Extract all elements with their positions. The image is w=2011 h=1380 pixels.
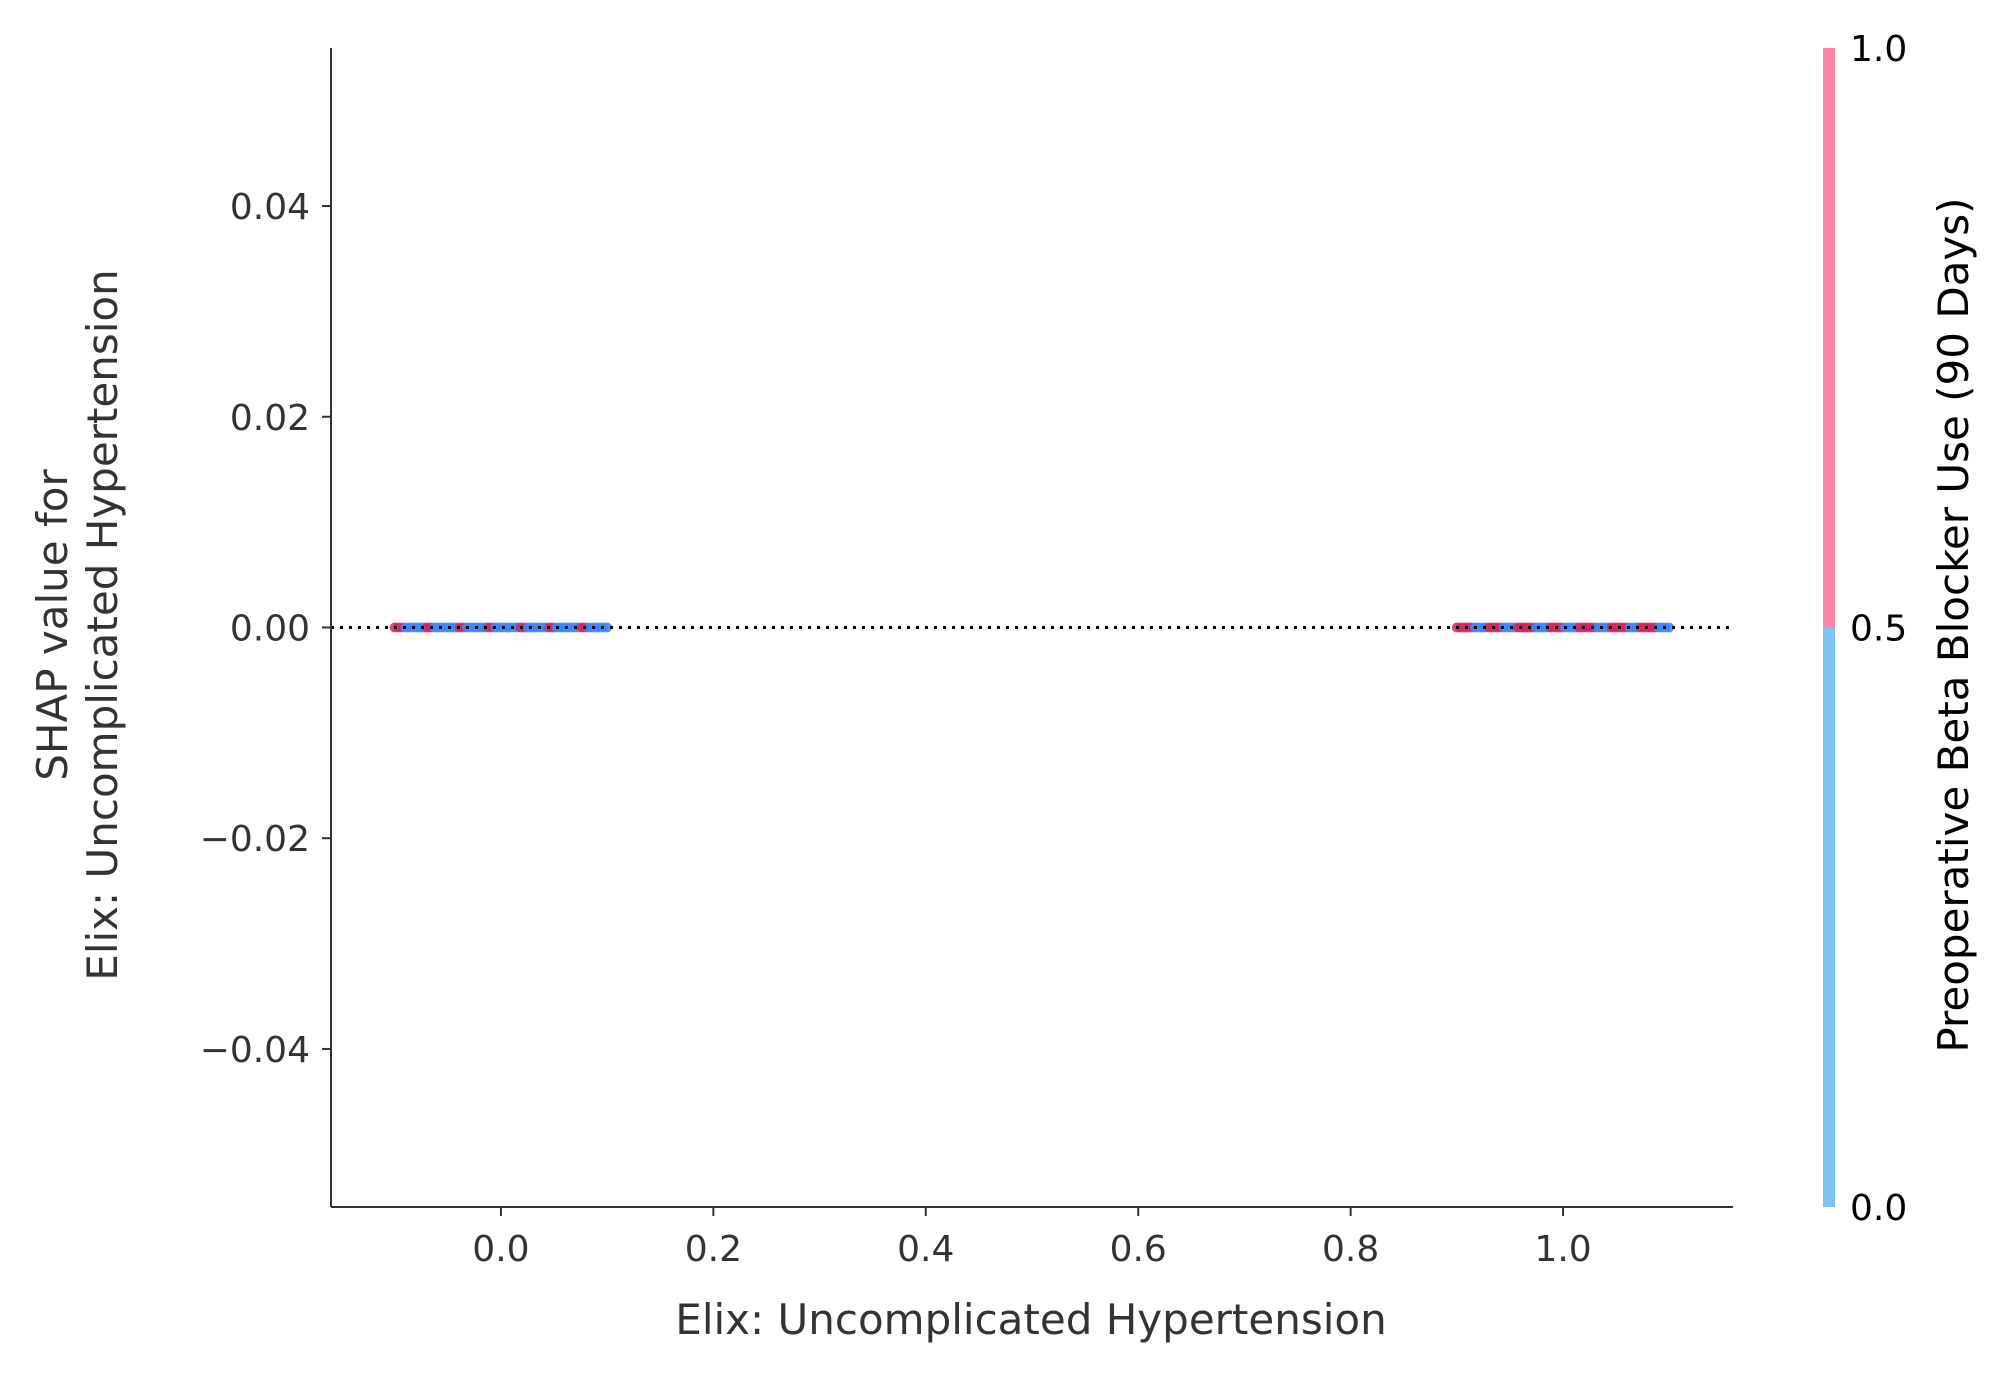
x-tick-label: 0.8 [1322,1229,1379,1270]
y-tick-label: 0.02 [230,398,310,439]
colorbar-tick-label: 0.5 [1850,609,1907,650]
colorbar-title: Preoperative Beta Blocker Use (90 Days) [1929,197,1978,1052]
colorbar-tick-label: 0.0 [1850,1188,1907,1229]
x-tick-label: 1.0 [1534,1229,1591,1270]
x-ticks: 0.0 0.2 0.4 0.6 0.8 1.0 [472,1207,1592,1270]
y-axis-title-line-2: Elix: Uncomplicated Hypertension [78,269,127,980]
y-axis-title-line-1: SHAP value for [28,469,77,781]
y-ticks: 0.04 0.02 0.00 −0.02 −0.04 [200,187,331,1071]
points-layer [389,622,1675,633]
data-point [602,622,613,633]
x-tick-label: 0.0 [472,1229,529,1270]
x-tick-label: 0.6 [1110,1229,1167,1270]
colorbar-segment [1823,48,1835,628]
x-axis-title: Elix: Uncomplicated Hypertension [675,1295,1386,1344]
colorbar-segment [1823,627,1835,1207]
y-tick-label: −0.04 [200,1030,310,1071]
y-tick-label: 0.04 [230,187,310,228]
x-tick-label: 0.2 [685,1229,742,1270]
colorbar: 1.0 0.5 0.0 [1823,29,1907,1229]
y-tick-label: 0.00 [230,609,310,650]
y-tick-label: −0.02 [200,819,310,860]
x-tick-label: 0.4 [897,1229,954,1270]
data-point [1664,622,1675,633]
y-axis-title: SHAP value for Elix: Uncomplicated Hyper… [28,269,127,980]
colorbar-tick-label: 1.0 [1850,29,1907,70]
